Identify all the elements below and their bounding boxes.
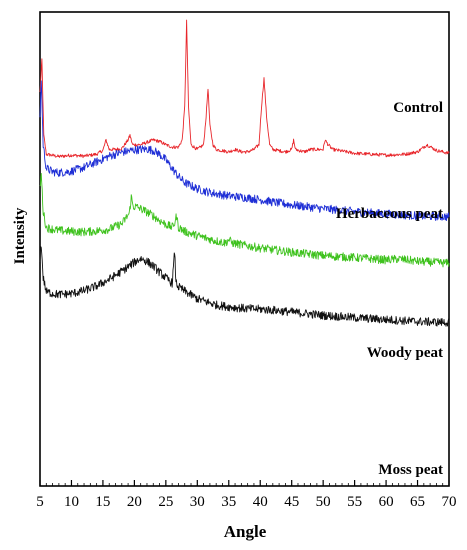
- x-tick-label: 45: [284, 494, 299, 510]
- plot-frame: [39, 11, 450, 487]
- x-tick-label: 40: [253, 494, 268, 510]
- series-label-woody-peat: Woody peat: [367, 345, 443, 361]
- x-tick-label: 25: [158, 494, 173, 510]
- series-label-control: Control: [393, 100, 443, 116]
- y-axis-title: Intensity: [12, 207, 28, 264]
- x-axis-title: Angle: [224, 522, 267, 541]
- series-line-moss-peat: [39, 246, 450, 327]
- x-tick-label: 5: [36, 494, 44, 510]
- x-tick-label: 20: [127, 494, 142, 510]
- x-axis-ticks: 5 10 15 20 25 30 35 40 45 50 55 60 65 70: [36, 480, 457, 510]
- x-tick-label: 60: [379, 494, 394, 510]
- x-tick-label: 50: [316, 494, 331, 510]
- series-labels: Control Herbaceous peat Woody peat Moss …: [336, 100, 443, 478]
- series-line-herbaceous-peat: [39, 80, 450, 222]
- x-tick-label: 65: [410, 494, 425, 510]
- x-tick-label: 35: [221, 494, 236, 510]
- x-tick-label: 70: [442, 494, 457, 510]
- x-tick-label: 10: [64, 494, 79, 510]
- series-label-herbaceous-peat: Herbaceous peat: [336, 206, 443, 222]
- x-tick-label: 55: [347, 494, 362, 510]
- x-tick-label: 15: [95, 494, 110, 510]
- series-line-woody-peat: [39, 173, 450, 268]
- x-tick-label: 30: [190, 494, 205, 510]
- series-line-control: [39, 19, 450, 159]
- series-layer: [39, 19, 450, 327]
- series-label-moss-peat: Moss peat: [378, 462, 443, 478]
